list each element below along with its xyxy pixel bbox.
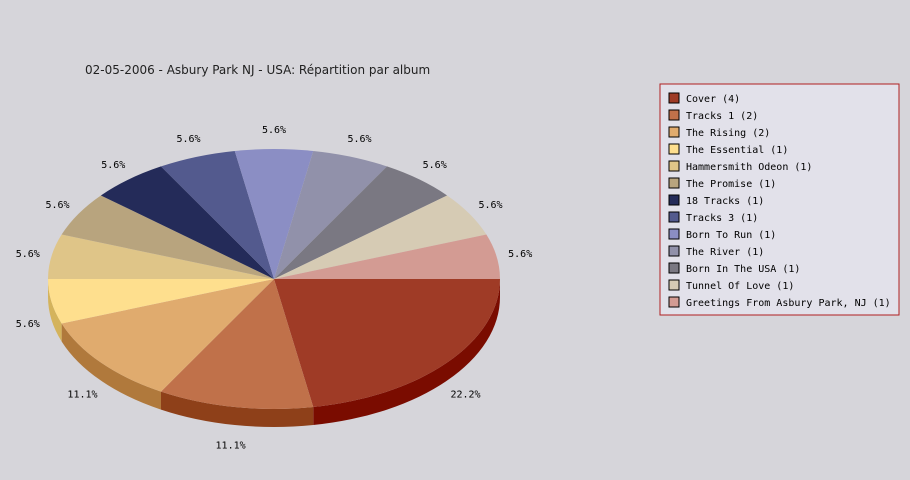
legend-swatch bbox=[668, 92, 680, 104]
slice-percent-label: 5.6% bbox=[45, 200, 69, 211]
pie-slices-layer bbox=[48, 149, 500, 409]
legend-swatch bbox=[668, 194, 680, 206]
pie-slice bbox=[274, 195, 487, 279]
legend-swatch bbox=[668, 143, 680, 155]
pie-slice-side bbox=[48, 279, 62, 342]
pie-depth-layer bbox=[48, 279, 501, 427]
legend-label: The Essential (1) bbox=[686, 145, 788, 156]
legend-swatch bbox=[668, 177, 680, 189]
slice-percent-label: 5.6% bbox=[101, 160, 125, 171]
legend-swatch bbox=[668, 126, 680, 138]
pie-slice bbox=[274, 234, 500, 279]
slice-percent-label: 5.6% bbox=[16, 249, 40, 260]
pie-slice bbox=[274, 279, 500, 408]
legend-label: The Rising (2) bbox=[686, 128, 770, 139]
legend-label: Born To Run (1) bbox=[686, 230, 776, 241]
pie-slice bbox=[48, 234, 274, 279]
pie-slice bbox=[161, 279, 314, 409]
legend-label: 18 Tracks (1) bbox=[686, 196, 764, 207]
pie-slice bbox=[274, 150, 387, 279]
legend: Cover (4) Tracks 1 (2) The Rising (2) The E… bbox=[659, 83, 900, 316]
legend-swatch bbox=[668, 279, 680, 291]
legend-label: Tracks 1 (2) bbox=[686, 111, 758, 122]
pie-slice bbox=[100, 166, 274, 279]
percent-labels-layer: 22.2% 11.1% 11.1% 5.6% 5.6% 5.6% 5.6% 5.6% 5.6% 5… bbox=[16, 125, 532, 452]
pie-slice bbox=[48, 279, 274, 324]
slice-percent-label: 5.6% bbox=[423, 160, 447, 171]
pie-slice-side bbox=[61, 323, 161, 410]
slice-percent-label: 5.6% bbox=[262, 125, 286, 136]
chart-title: 02-05-2006 - Asbury Park NJ - USA: Répar… bbox=[85, 63, 430, 77]
legend-items: Cover (4) Tracks 1 (2) The Rising (2) The E… bbox=[668, 92, 891, 309]
pie-slice bbox=[161, 150, 274, 279]
legend-label: Hammersmith Odeon (1) bbox=[686, 162, 812, 173]
pie-slice bbox=[274, 166, 448, 279]
legend-swatch bbox=[668, 296, 680, 308]
legend-label: The Promise (1) bbox=[686, 179, 776, 190]
legend-swatch bbox=[668, 160, 680, 172]
legend-label: Greetings From Asbury Park, NJ (1) bbox=[686, 298, 891, 309]
slice-percent-label: 22.2% bbox=[450, 389, 480, 400]
slice-percent-label: 11.1% bbox=[67, 389, 97, 400]
slice-percent-label: 5.6% bbox=[478, 200, 502, 211]
legend-label: Tunnel Of Love (1) bbox=[686, 281, 794, 292]
legend-swatch bbox=[668, 228, 680, 240]
legend-swatch bbox=[668, 245, 680, 257]
legend-label: Tracks 3 (1) bbox=[686, 213, 758, 224]
pie-slice-side bbox=[161, 391, 314, 427]
slice-percent-label: 5.6% bbox=[508, 249, 532, 260]
slice-percent-label: 5.6% bbox=[347, 134, 371, 145]
legend-label: Cover (4) bbox=[686, 94, 740, 105]
legend-swatch bbox=[668, 262, 680, 274]
slice-percent-label: 11.1% bbox=[216, 441, 246, 452]
pie-slice-side bbox=[313, 279, 501, 426]
pie-slice bbox=[234, 149, 314, 279]
legend-label: The River (1) bbox=[686, 247, 764, 258]
legend-swatch bbox=[668, 109, 680, 121]
legend-swatch bbox=[668, 211, 680, 223]
legend-box bbox=[659, 83, 900, 316]
slice-percent-label: 5.6% bbox=[16, 319, 40, 330]
pie-slice bbox=[61, 195, 274, 279]
slice-percent-label: 5.6% bbox=[176, 134, 200, 145]
pie-slice bbox=[61, 279, 274, 392]
legend-label: Born In The USA (1) bbox=[686, 264, 800, 275]
